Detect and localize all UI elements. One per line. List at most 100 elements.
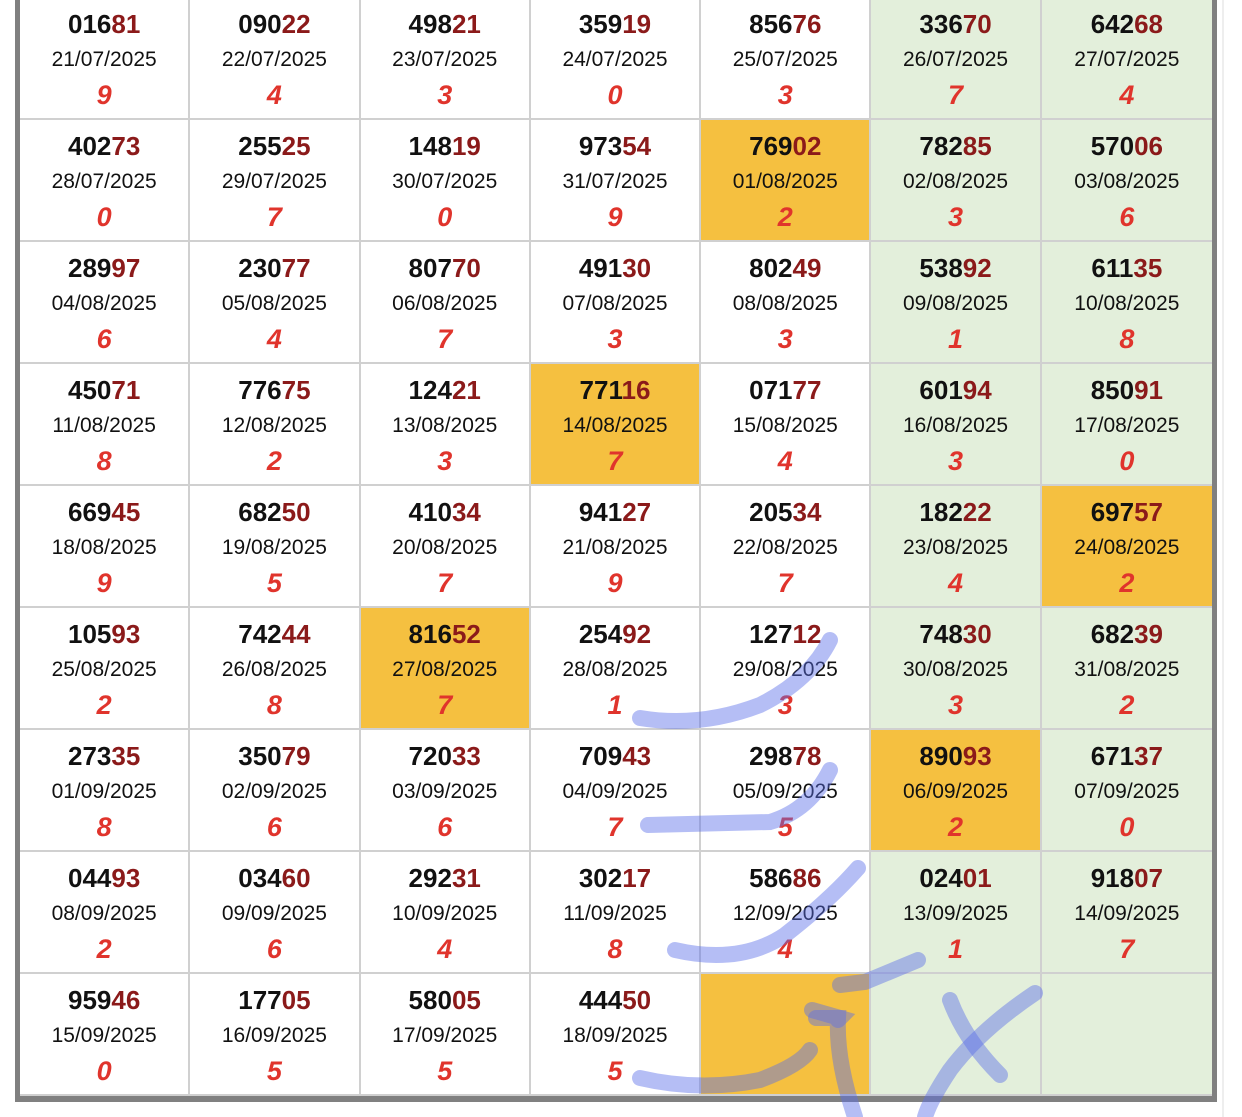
result-cell: 02401 13/09/2025 1 — [871, 852, 1042, 974]
number-tail: 71 — [111, 375, 141, 405]
number-tail: 77 — [281, 253, 311, 283]
number-head: 498 — [408, 9, 452, 39]
result-digit: 0 — [96, 202, 112, 232]
result-number: 02401 — [871, 863, 1039, 893]
result-cell: 74244 26/08/2025 8 — [190, 608, 361, 730]
result-date: 19/08/2025 — [221, 536, 327, 559]
result-number: 74830 — [871, 619, 1039, 649]
number-tail: 21 — [451, 9, 481, 39]
result-digit: 5 — [437, 1056, 453, 1086]
result-date: 01/09/2025 — [51, 780, 157, 803]
result-digit: 4 — [266, 80, 282, 110]
number-tail: 34 — [451, 497, 481, 527]
result-digit: 8 — [1119, 324, 1135, 354]
result-cell: 23077 05/08/2025 4 — [190, 242, 361, 364]
number-tail: 50 — [622, 985, 652, 1015]
number-head: 444 — [578, 985, 623, 1015]
number-head: 682 — [1090, 619, 1135, 649]
result-date: 28/07/2025 — [51, 170, 157, 193]
number-head: 034 — [238, 863, 282, 893]
result-digit: 4 — [777, 934, 793, 964]
result-number: 17705 — [190, 985, 358, 1015]
result-number: 04493 — [20, 863, 188, 893]
result-cell: 49821 23/07/2025 3 — [360, 0, 531, 120]
result-date: 07/08/2025 — [562, 292, 668, 315]
result-cell: 45071 11/08/2025 8 — [20, 364, 191, 486]
result-date: 10/08/2025 — [1074, 292, 1180, 315]
number-tail: 94 — [962, 375, 992, 405]
result-cell: 80770 06/08/2025 7 — [360, 242, 531, 364]
result-digit: 7 — [948, 80, 964, 110]
number-head: 230 — [238, 253, 282, 283]
result-cell: 35919 24/07/2025 0 — [530, 0, 702, 120]
result-digit: 6 — [96, 324, 112, 354]
result-number: 94127 — [531, 497, 699, 527]
number-tail: 54 — [622, 131, 652, 161]
number-tail: 86 — [792, 863, 822, 893]
result-number: 70943 — [531, 741, 699, 771]
result-cell: 77116 14/08/2025 7 — [530, 364, 702, 486]
number-tail: 85 — [962, 131, 992, 161]
result-cell: 72033 03/09/2025 6 — [360, 730, 531, 852]
number-tail: 75 — [281, 375, 311, 405]
result-cell: 61135 10/08/2025 8 — [1041, 242, 1212, 364]
result-number: 25525 — [190, 131, 358, 161]
result-cell: 77675 12/08/2025 2 — [190, 364, 361, 486]
result-digit: 0 — [607, 80, 623, 110]
result-date — [1042, 1018, 1212, 1054]
result-number: 35919 — [531, 9, 699, 39]
result-digit: 3 — [948, 690, 964, 720]
number-tail: 44 — [281, 619, 311, 649]
number-tail: 92 — [962, 253, 992, 283]
result-digit: 3 — [437, 446, 453, 476]
number-tail: 79 — [281, 741, 311, 771]
number-tail: 46 — [111, 985, 141, 1015]
number-head: 491 — [578, 253, 623, 283]
result-number: 60194 — [871, 375, 1039, 405]
number-head: 611 — [1091, 253, 1134, 283]
result-date: 01/08/2025 — [732, 170, 838, 193]
number-head: 580 — [408, 985, 452, 1015]
result-number: 28997 — [20, 253, 188, 283]
result-digit: 7 — [437, 690, 453, 720]
result-cell: 03460 09/09/2025 6 — [190, 852, 361, 974]
result-number — [1042, 985, 1212, 1015]
result-digit — [1042, 1054, 1212, 1088]
number-head: 044 — [67, 863, 112, 893]
number-tail: 97 — [111, 253, 141, 283]
result-digit: 4 — [948, 568, 964, 598]
result-digit: 0 — [1119, 446, 1135, 476]
number-head: 807 — [408, 253, 452, 283]
result-digit: 9 — [607, 568, 623, 598]
result-number: 23077 — [190, 253, 358, 283]
number-tail: 27 — [622, 497, 652, 527]
result-cell: 68250 19/08/2025 5 — [190, 486, 361, 608]
result-cell: 44450 18/09/2025 5 — [530, 974, 702, 1096]
result-number: 68250 — [190, 497, 358, 527]
result-date: 11/09/2025 — [563, 902, 667, 925]
number-head: 671 — [1090, 741, 1135, 771]
result-cell: 85091 17/08/2025 0 — [1041, 364, 1212, 486]
result-cell: 66945 18/08/2025 9 — [20, 486, 191, 608]
result-date: 18/08/2025 — [51, 536, 157, 559]
number-tail: 33 — [451, 741, 481, 771]
number-tail: 92 — [622, 619, 652, 649]
result-date: 25/08/2025 — [51, 658, 157, 681]
result-number: 77116 — [531, 375, 699, 405]
number-tail: 37 — [1134, 741, 1163, 771]
result-date: 22/08/2025 — [732, 536, 838, 559]
result-date: 27/07/2025 — [1074, 48, 1180, 71]
result-cell: 60194 16/08/2025 3 — [871, 364, 1042, 486]
result-number: 61135 — [1042, 253, 1212, 283]
number-head: 802 — [749, 253, 793, 283]
result-digit: 4 — [777, 446, 793, 476]
result-cell: 78285 02/08/2025 3 — [871, 120, 1042, 242]
result-cell: 67137 07/09/2025 0 — [1041, 730, 1212, 852]
result-date: 22/07/2025 — [221, 48, 327, 71]
number-head: 601 — [919, 375, 963, 405]
result-cell: 85676 25/07/2025 3 — [701, 0, 872, 120]
number-tail: 31 — [451, 863, 481, 893]
result-cell: 07177 15/08/2025 4 — [701, 364, 872, 486]
number-tail: 22 — [281, 9, 311, 39]
result-number: 68239 — [1042, 619, 1212, 649]
